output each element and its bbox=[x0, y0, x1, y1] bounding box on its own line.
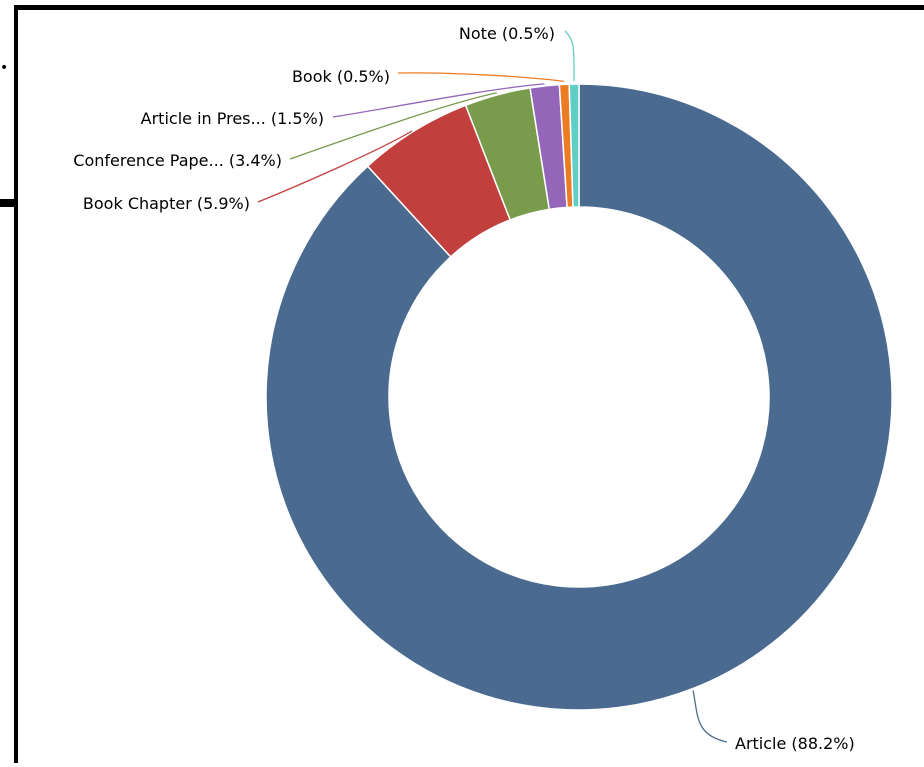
leader-line-book bbox=[397, 72, 565, 82]
leader-line-article bbox=[692, 690, 728, 743]
slice-label-article-in-press: Article in Pres... (1.5%) bbox=[141, 109, 324, 128]
frame-top-border bbox=[14, 5, 924, 10]
slice-label-note: Note (0.5%) bbox=[459, 24, 555, 43]
slice-note[interactable] bbox=[568, 83, 580, 208]
slice-article[interactable] bbox=[265, 83, 893, 711]
slices-group bbox=[265, 83, 893, 711]
slice-label-article: Article (88.2%) bbox=[735, 734, 855, 753]
leader-line-note bbox=[564, 30, 575, 82]
leader-line-book-chapter bbox=[257, 130, 413, 203]
frame-left-tab bbox=[0, 199, 18, 207]
slice-label-book: Book (0.5%) bbox=[292, 67, 390, 86]
clipped-glyph: • bbox=[0, 60, 8, 76]
frame-borders bbox=[0, 5, 924, 763]
frame-left-border bbox=[14, 5, 18, 763]
leader-lines-group bbox=[257, 30, 728, 743]
leader-line-article-in-pres bbox=[332, 83, 545, 118]
labels-group: Article (88.2%) Book Chapter (5.9%) Conf… bbox=[73, 24, 854, 753]
slice-label-book-chapter: Book Chapter (5.9%) bbox=[83, 194, 250, 213]
leader-line-conference-pape bbox=[289, 92, 497, 160]
slice-label-conference-paper: Conference Pape... (3.4%) bbox=[73, 151, 282, 170]
